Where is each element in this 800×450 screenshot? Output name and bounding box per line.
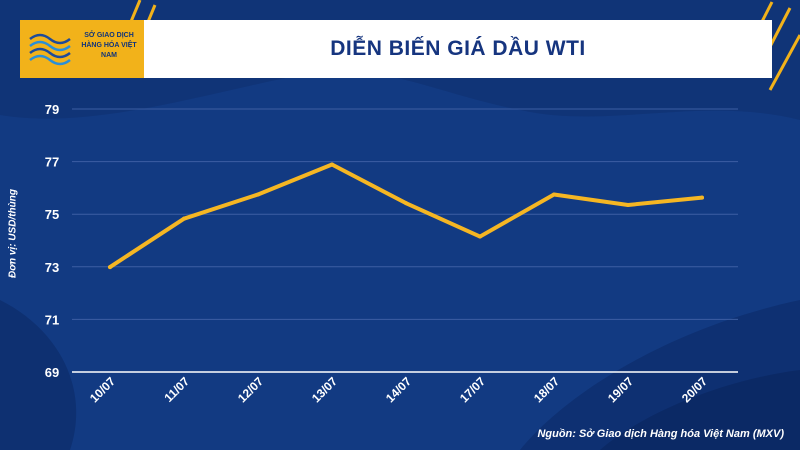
x-tick-label: 19/07 — [605, 374, 636, 405]
x-tick-label: 10/07 — [87, 374, 118, 405]
data-point — [552, 192, 556, 197]
data-point — [478, 234, 482, 239]
x-tick-label: 12/07 — [235, 374, 266, 405]
data-point — [700, 195, 704, 200]
y-tick-label: 77 — [45, 155, 59, 170]
data-point — [404, 201, 408, 206]
mxv-logo-icon — [29, 33, 71, 66]
data-point — [330, 162, 334, 167]
data-point — [256, 192, 260, 197]
x-tick-label: 17/07 — [457, 374, 488, 405]
data-point — [626, 202, 630, 207]
y-tick-label: 75 — [45, 207, 59, 222]
page-title: DIỄN BIẾN GIÁ DẦU WTI — [330, 37, 586, 60]
header-banner: SỞ GIAO DỊCH HÀNG HÓA VIỆT NAM DIỄN BIẾN… — [20, 20, 772, 78]
y-axis-ticks: 69 71 73 75 77 79 — [45, 102, 59, 380]
y-tick-label: 71 — [45, 312, 59, 327]
series-line — [108, 162, 704, 270]
x-axis-ticks: 10/07 11/07 12/07 13/07 14/07 17/07 18/07 19/07… — [87, 374, 710, 405]
logo-text: SỞ GIAO DỊCH HÀNG HÓA VIỆT NAM — [81, 32, 137, 59]
y-axis-label: Đơn vị: USD/thùng — [7, 189, 19, 278]
x-tick-label: 13/07 — [309, 374, 340, 405]
y-tick-label: 69 — [45, 365, 59, 380]
logo: SỞ GIAO DỊCH HÀNG HÓA VIỆT NAM — [20, 20, 144, 78]
source-note: Nguồn: Sở Giao dịch Hàng hóa Việt Nam (M… — [537, 428, 784, 440]
x-tick-label: 11/07 — [161, 374, 192, 405]
x-tick-label: 18/07 — [531, 374, 562, 405]
data-point — [108, 265, 112, 270]
chart-series — [108, 162, 704, 270]
x-tick-label: 14/07 — [383, 374, 414, 405]
x-tick-label: 20/07 — [679, 374, 710, 405]
y-tick-label: 79 — [45, 102, 59, 117]
chart-grid — [72, 108, 738, 373]
data-point — [182, 216, 186, 221]
y-tick-label: 73 — [45, 260, 59, 275]
